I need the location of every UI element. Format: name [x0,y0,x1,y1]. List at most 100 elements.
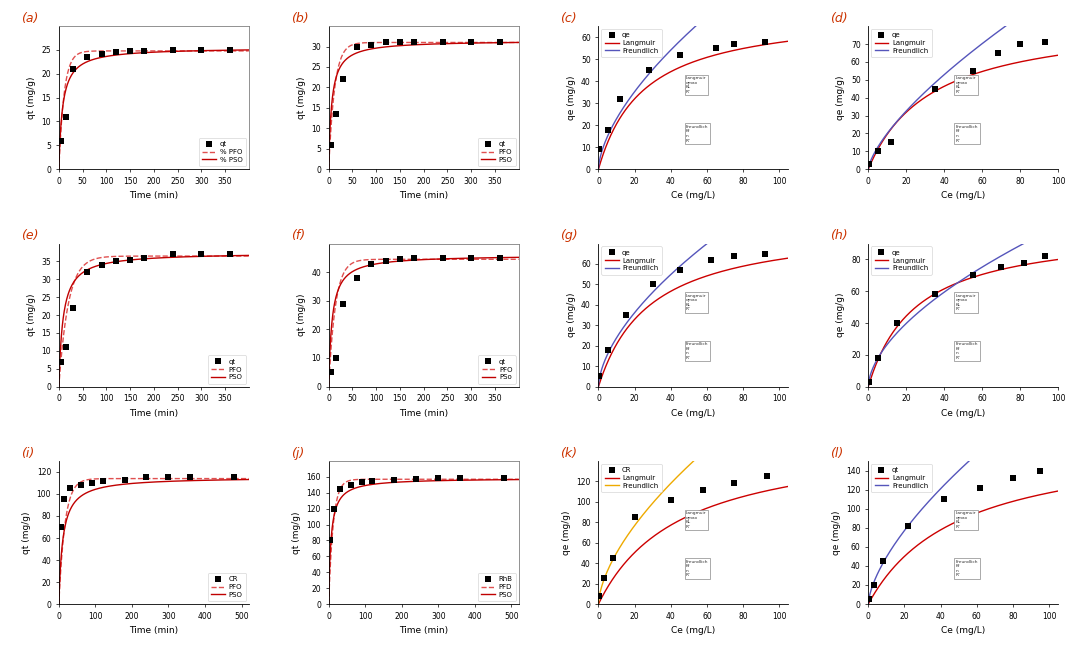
Point [451,473,468,484]
Legend: qt, Langmuir, Freundlich: qt, Langmuir, Freundlich [871,464,931,492]
Point [935,494,952,504]
Point [888,318,905,328]
Y-axis label: qe (mg/g): qe (mg/g) [562,510,571,555]
Legend: qe, Langmuir, Freundlich: qe, Langmuir, Freundlich [601,29,662,57]
Point [591,371,608,381]
X-axis label: Time (min): Time (min) [129,409,179,418]
Point [1005,473,1022,483]
Point [599,345,616,355]
Text: (i): (i) [20,447,34,460]
Text: Freundlich
Kf
n
R²: Freundlich Kf n R² [686,125,709,142]
Point [353,477,370,488]
Y-axis label: qt (mg/g): qt (mg/g) [27,294,36,336]
X-axis label: Ce (mg/L): Ce (mg/L) [671,626,715,635]
Point [617,310,634,321]
Point [434,253,451,263]
Point [58,342,75,353]
Point [335,74,352,84]
Point [1011,39,1028,49]
Point [348,273,366,283]
Point [964,65,981,76]
Point [874,556,892,566]
Y-axis label: qt (mg/g): qt (mg/g) [22,511,31,554]
Point [93,48,110,59]
Point [64,303,81,313]
Text: Freundlich
Kf
n
R²: Freundlich Kf n R² [956,125,978,142]
Point [182,472,199,483]
Text: (a): (a) [20,12,38,25]
Point [323,367,340,377]
Text: (g): (g) [560,229,578,242]
Point [93,260,110,270]
Legend: CR, PFO, PSO: CR, PFO, PSO [207,573,246,601]
Point [391,254,408,264]
Point [861,377,878,387]
Point [377,37,394,48]
Point [726,478,743,488]
Point [861,159,878,169]
Y-axis label: qt (mg/g): qt (mg/g) [297,76,306,119]
X-axis label: Time (min): Time (min) [129,191,179,200]
Point [64,64,81,74]
Point [1037,251,1054,261]
Point [192,45,210,56]
Point [335,298,352,309]
Point [326,503,343,514]
Point [926,84,943,94]
Legend: qt, PFO, PSO: qt, PFO, PSO [478,138,516,167]
Text: Freundlich
Kf
n
R²: Freundlich Kf n R² [956,342,978,360]
Point [595,573,613,584]
Point [407,474,424,485]
X-axis label: Time (min): Time (min) [399,409,448,418]
Point [122,46,139,56]
Y-axis label: qe (mg/g): qe (mg/g) [567,293,575,338]
Text: (d): (d) [831,12,848,25]
Text: (j): (j) [291,447,304,460]
Point [342,479,359,490]
Y-axis label: qe (mg/g): qe (mg/g) [836,75,846,120]
Point [599,124,616,135]
Point [964,270,981,281]
X-axis label: Ce (mg/L): Ce (mg/L) [941,191,986,200]
Legend: RhB, PFD, PSO: RhB, PFD, PSO [478,573,516,601]
Point [83,478,100,488]
Text: Langmuir
qmax
KL
R²: Langmuir qmax KL R² [686,511,707,529]
Text: Langmuir
qmax
KL
R²: Langmuir qmax KL R² [956,511,976,529]
X-axis label: Ce (mg/L): Ce (mg/L) [941,626,986,635]
Point [136,46,153,56]
Point [331,484,348,494]
Point [322,535,339,546]
Point [645,279,662,290]
Point [757,249,774,259]
Y-axis label: qt (mg/g): qt (mg/g) [297,294,306,336]
Point [434,37,451,48]
Point [869,353,886,363]
Point [165,249,182,259]
Point [56,494,73,505]
Point [626,512,644,522]
X-axis label: Time (min): Time (min) [399,626,448,635]
Point [869,146,886,157]
Point [463,253,480,263]
Point [702,255,719,265]
Y-axis label: qt (mg/g): qt (mg/g) [292,511,301,554]
Point [61,483,78,494]
Legend: qt, PFO, PSO: qt, PFO, PSO [207,355,246,384]
Point [348,41,366,52]
Point [362,39,379,50]
Point [865,580,882,590]
Text: (f): (f) [291,229,305,242]
Text: (b): (b) [291,12,308,25]
Point [926,289,943,300]
Text: Freundlich
Kf
n
R²: Freundlich Kf n R² [956,560,978,577]
Point [94,475,111,486]
Y-axis label: qt (mg/g): qt (mg/g) [27,76,36,119]
Text: Langmuir
qmax
KL
R²: Langmuir qmax KL R² [956,294,976,311]
Point [463,37,480,48]
Y-axis label: qe (mg/g): qe (mg/g) [567,75,575,120]
Point [989,48,1006,58]
Point [52,522,69,532]
Point [79,52,96,62]
Point [107,47,124,57]
Point [972,483,989,493]
